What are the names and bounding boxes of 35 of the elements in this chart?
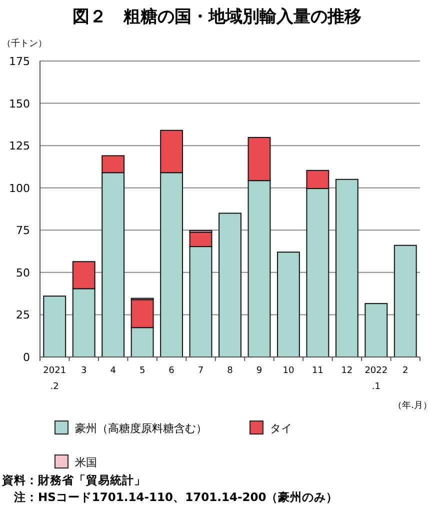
y-tick-label: 125 (9, 140, 30, 153)
text: 注：HSコード1701.14-110、1701.14-200（豪州のみ） (13, 490, 338, 504)
legend-label: 米国 (75, 456, 97, 469)
bar (43, 296, 66, 358)
y-tick-label: 175 (9, 55, 30, 68)
x-tick-label: 8 (227, 366, 234, 376)
x-tick-label: 4 (110, 366, 116, 376)
x-tick-label: 5 (139, 366, 146, 376)
x-tick-label: 9 (256, 366, 262, 376)
legend-label: 豪州（高糖度原料糖含む） (75, 422, 207, 435)
x-tick-label: 10 (282, 366, 294, 376)
y-tick-label: 150 (9, 97, 30, 110)
bar (218, 212, 242, 358)
x-tick-label: 6 (168, 366, 175, 376)
bar (335, 178, 358, 358)
y-tick-label: 0 (23, 351, 30, 364)
y-axis-title: （千トン） (2, 38, 47, 49)
x-tick-label: 11 (312, 366, 324, 376)
x-tick-label: 12 (341, 366, 353, 376)
chart-title: 図２ 粗糖の国・地域別輸入量の推移 (72, 7, 362, 27)
bar (364, 303, 388, 358)
x-tick-label: 2021 .2 (43, 366, 66, 392)
x-tick-label: 2022 .1 (364, 366, 388, 392)
x-tick-label: 2 (402, 366, 408, 376)
x-tick-label: 7 (198, 366, 204, 376)
x-tick-label: 3 (80, 366, 87, 376)
x-axis-title: （年.月） (393, 400, 432, 411)
y-tick-label: 100 (9, 182, 30, 195)
y-tick-label: 75 (16, 224, 30, 238)
y-tick-label: 50 (16, 266, 30, 280)
y-tick-label: 25 (16, 308, 30, 322)
bar (277, 252, 300, 358)
text: 資料：財務省「貿易統計」 (1, 473, 146, 487)
bar (394, 244, 417, 358)
legend-label: タイ (270, 422, 292, 435)
